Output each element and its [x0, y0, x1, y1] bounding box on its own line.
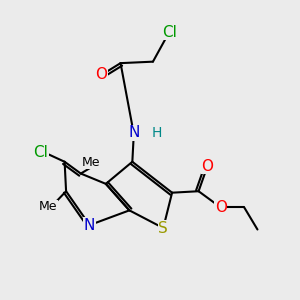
Text: Me: Me — [39, 200, 58, 213]
Text: S: S — [158, 220, 168, 236]
Text: O: O — [95, 68, 107, 82]
Text: H: H — [152, 126, 162, 140]
Text: N: N — [84, 218, 95, 232]
Text: O: O — [201, 159, 213, 174]
Text: Cl: Cl — [34, 146, 49, 160]
Text: Me: Me — [82, 156, 100, 169]
Text: N: N — [128, 125, 140, 140]
Text: Cl: Cl — [162, 25, 177, 40]
Text: O: O — [215, 200, 227, 215]
